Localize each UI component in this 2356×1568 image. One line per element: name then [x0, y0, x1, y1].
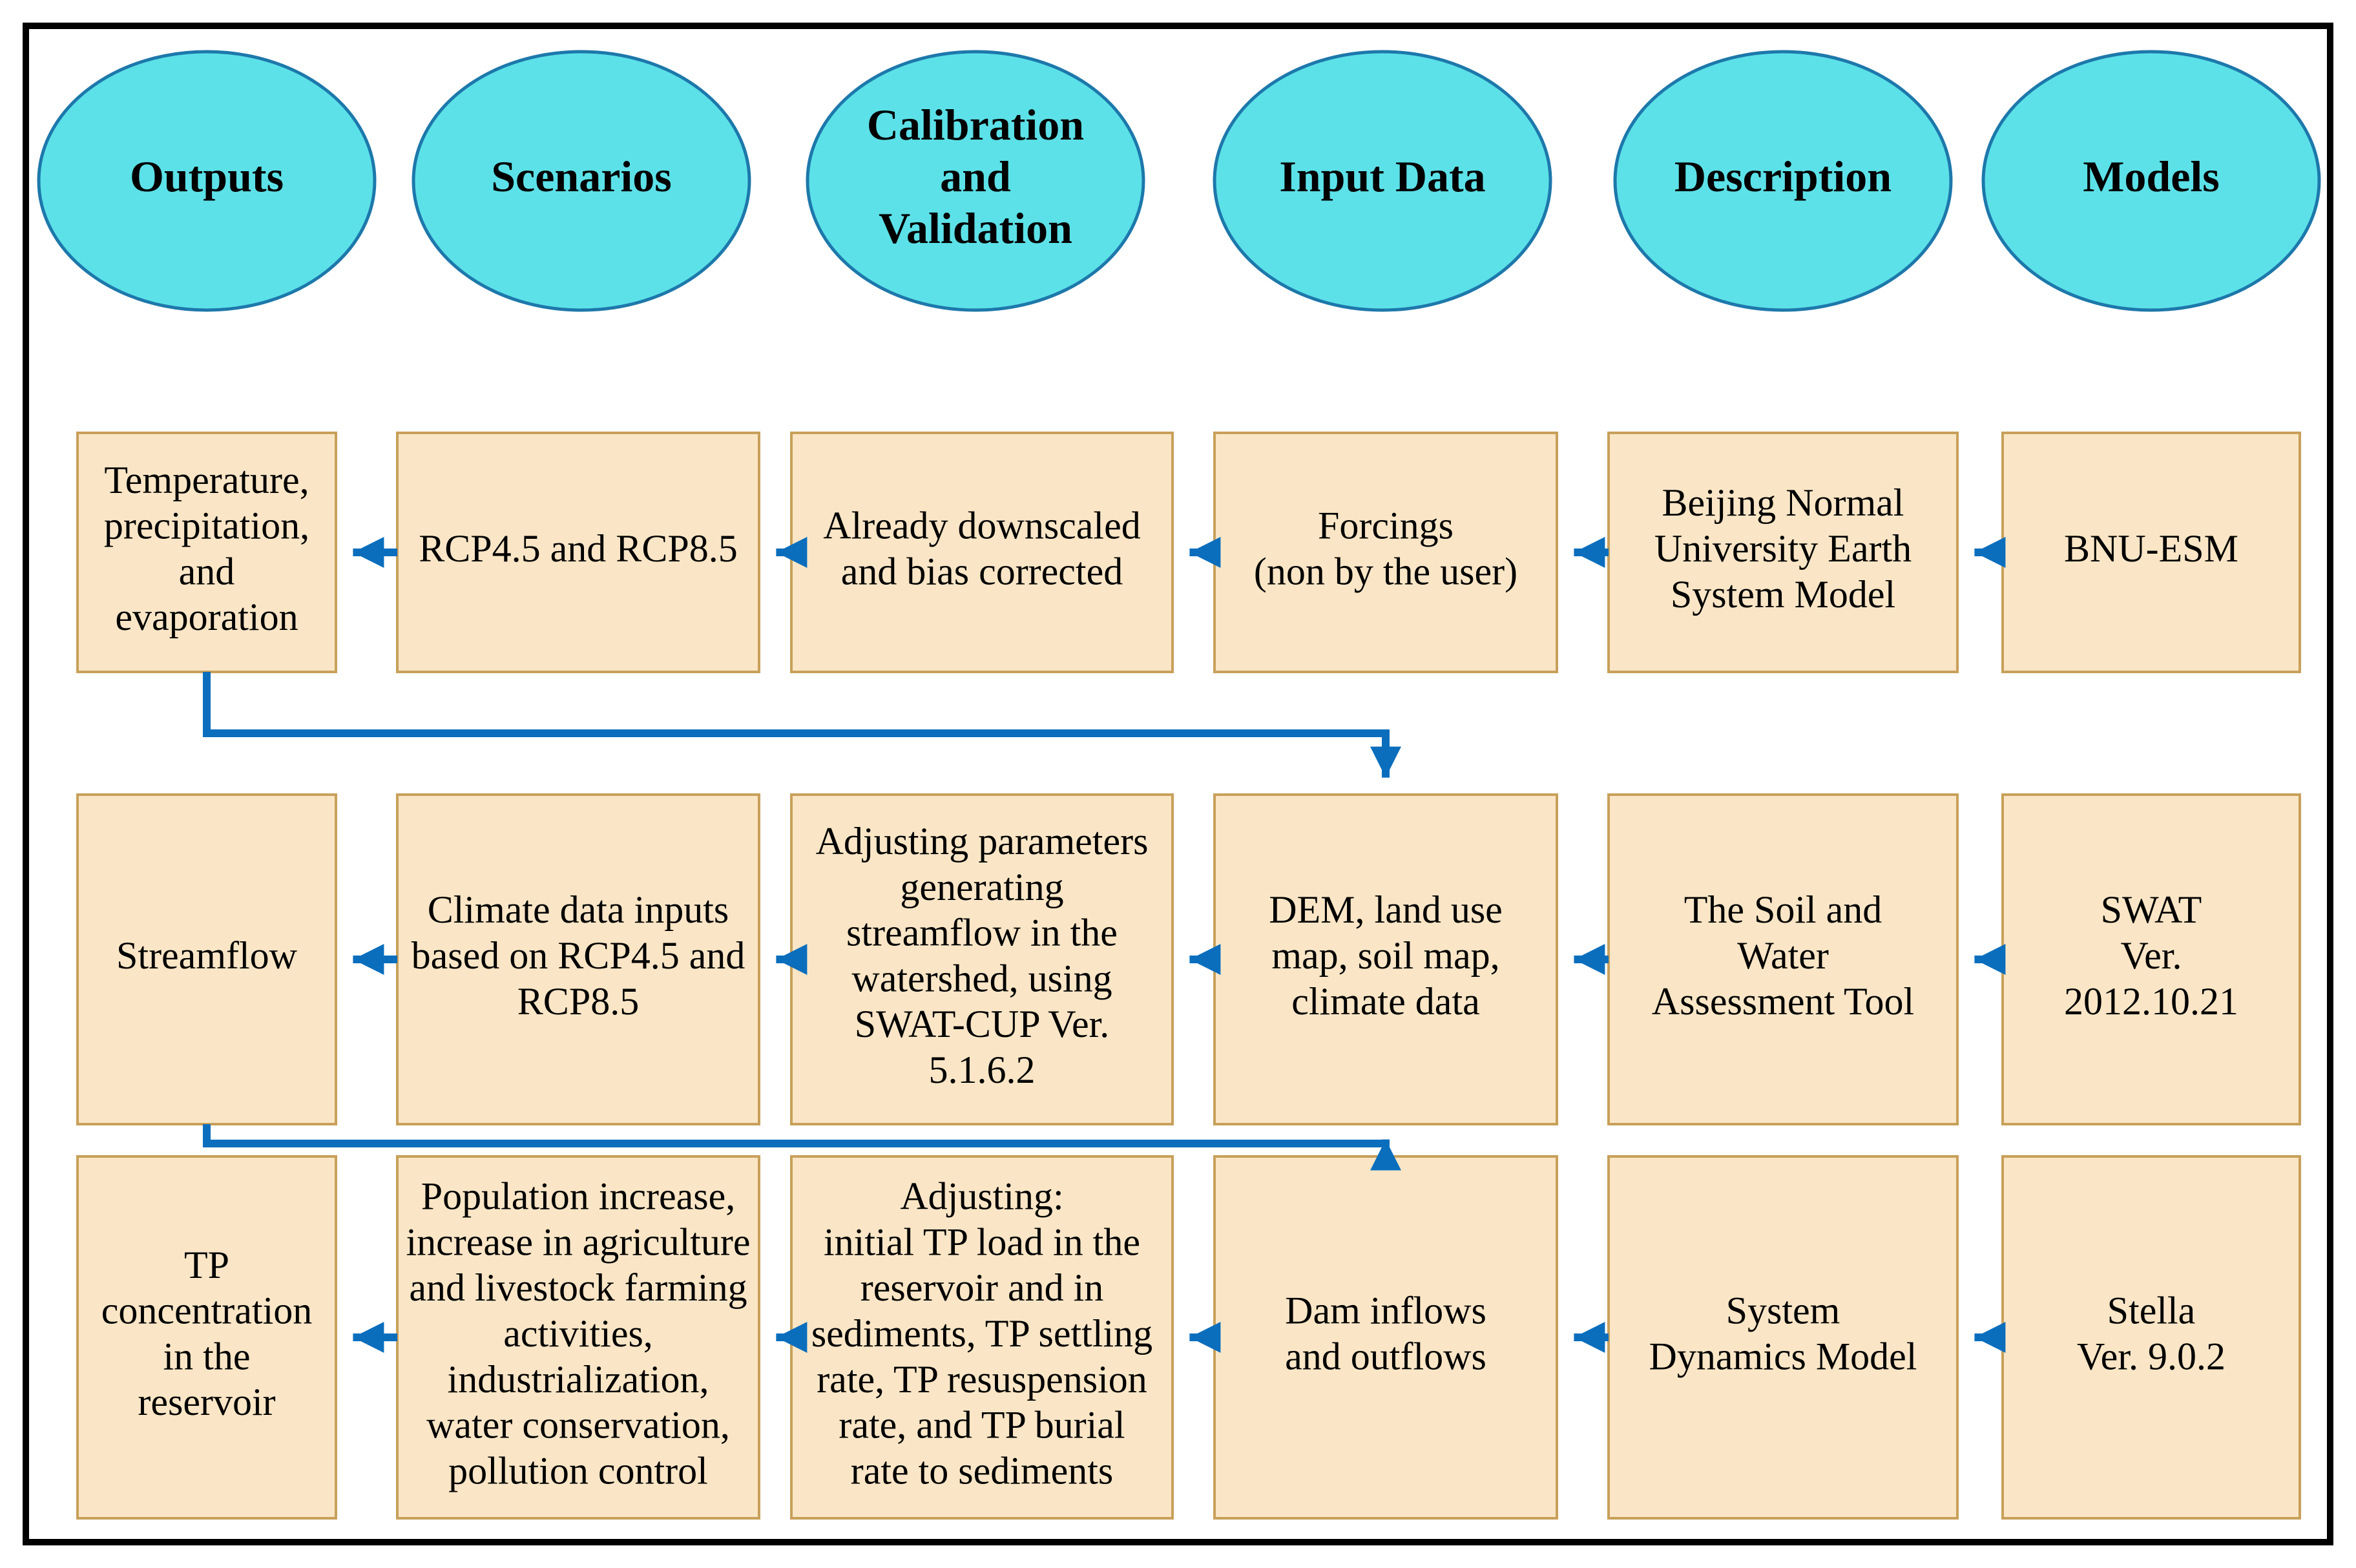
column-header-label-description: Description	[1674, 152, 1892, 201]
box-label-b-r1-models: BNU-ESM	[2064, 527, 2238, 570]
box-b-r3-inputdata: Dam inflowsand outflows	[1214, 1156, 1557, 1518]
box-b-r3-scenarios: Population increase,increase in agricult…	[397, 1156, 759, 1518]
box-b-r2-scenarios: Climate data inputsbased on RCP4.5 andRC…	[397, 795, 759, 1124]
box-b-r3-calibration: Adjusting:initial TP load in thereservoi…	[791, 1156, 1173, 1518]
box-b-r3-models: StellaVer. 9.0.2	[2003, 1156, 2300, 1518]
diagram-frame: Outputs Scenarios CalibrationandValidation…	[0, 0, 2356, 1568]
box-b-r1-scenarios: RCP4.5 and RCP8.5	[397, 433, 759, 672]
box-b-r1-inputdata: Forcings(non by the user)	[1214, 433, 1557, 672]
column-header-scenarios: Scenarios	[413, 52, 749, 310]
column-header-label-scenarios: Scenarios	[491, 152, 672, 201]
column-header-inputdata: Input Data	[1214, 52, 1550, 310]
box-label-b-r2-inputdata: DEM, land usemap, soil map,climate data	[1269, 888, 1503, 1023]
box-b-r3-description: SystemDynamics Model	[1609, 1156, 1957, 1518]
column-header-description: Description	[1615, 52, 1951, 310]
box-b-r2-outputs: Streamflow	[78, 795, 336, 1124]
box-b-r2-models: SWATVer.2012.10.21	[2003, 795, 2300, 1124]
box-b-r1-outputs: Temperature,precipitation,andevaporation	[78, 433, 336, 672]
box-b-r1-description: Beijing NormalUniversity EarthSystem Mod…	[1609, 433, 1957, 672]
box-label-b-r3-calibration: Adjusting:initial TP load in thereservoi…	[811, 1175, 1152, 1492]
column-header-calibration: CalibrationandValidation	[808, 52, 1143, 310]
box-b-r2-inputdata: DEM, land usemap, soil map,climate data	[1214, 795, 1557, 1124]
box-b-r1-models: BNU-ESM	[2003, 433, 2300, 672]
column-header-label-inputdata: Input Data	[1279, 152, 1485, 201]
box-label-b-r1-description: Beijing NormalUniversity EarthSystem Mod…	[1654, 481, 1912, 616]
box-b-r2-description: The Soil andWaterAssessment Tool	[1609, 795, 1957, 1124]
box-label-b-r1-scenarios: RCP4.5 and RCP8.5	[419, 527, 737, 570]
box-b-r1-calibration: Already downscaledand bias corrected	[791, 433, 1173, 672]
column-header-outputs: Outputs	[39, 52, 375, 310]
box-b-r2-calibration: Adjusting parametersgeneratingstreamflow…	[791, 795, 1173, 1124]
box-label-b-r2-outputs: Streamflow	[116, 934, 298, 977]
column-header-label-outputs: Outputs	[130, 152, 284, 201]
column-header-models: Models	[1983, 52, 2319, 310]
box-b-r3-outputs: TPconcentrationin thereservoir	[78, 1156, 336, 1518]
column-header-label-models: Models	[2083, 152, 2220, 201]
